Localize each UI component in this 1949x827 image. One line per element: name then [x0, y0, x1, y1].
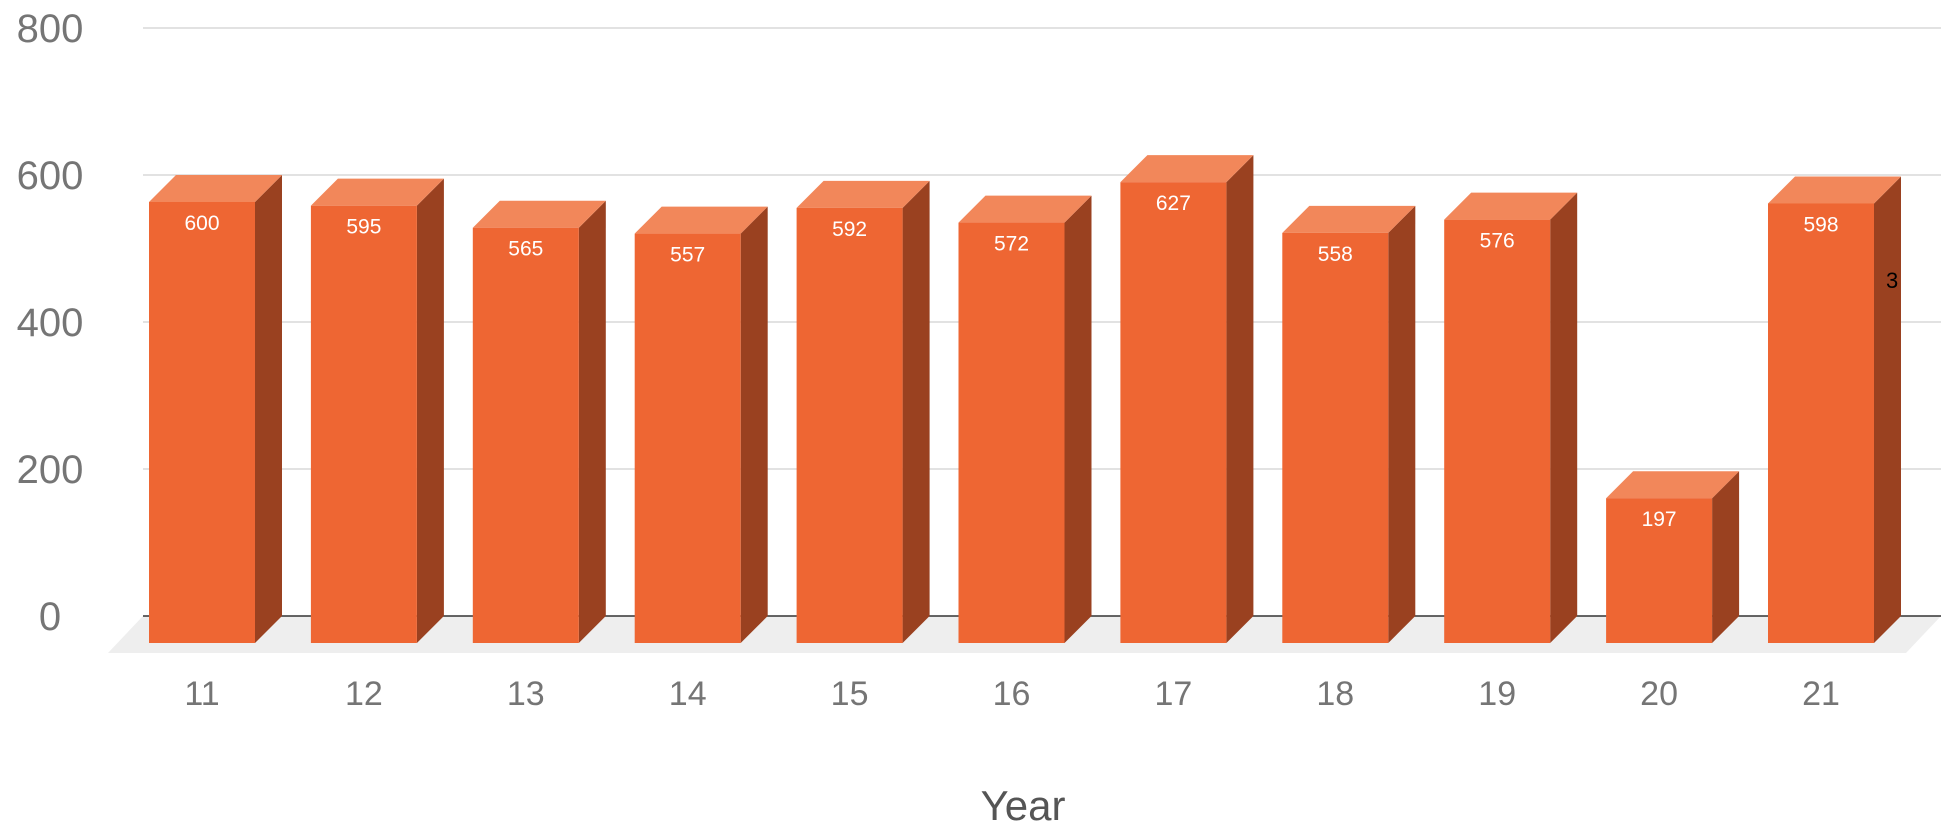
- bar-top: [1768, 176, 1901, 204]
- bar: 557: [634, 206, 768, 644]
- x-tick-label: 13: [507, 675, 545, 713]
- bar-value-label: 598: [1803, 213, 1838, 236]
- x-tick-label: 18: [1316, 675, 1354, 713]
- bar-side: [902, 180, 930, 643]
- y-tick-label: 800: [17, 7, 84, 51]
- bar-value-label: 557: [670, 244, 705, 267]
- y-tick-label: 600: [17, 154, 84, 198]
- bar-value-label: 572: [994, 233, 1029, 256]
- bar-front: [1282, 232, 1389, 643]
- y-axis-ticks: 0 200 400 600 800: [17, 7, 84, 639]
- bar-top: [149, 175, 282, 202]
- bar-top: [310, 178, 444, 206]
- bar-front: [472, 227, 579, 643]
- bar: 572: [958, 195, 1092, 643]
- bar: 558: [1282, 205, 1416, 643]
- y-tick-label: 0: [39, 595, 61, 639]
- bar-side: [255, 175, 282, 643]
- bar: 598: [1768, 176, 1901, 643]
- bar-front: [634, 233, 741, 644]
- y-tick-label: 200: [17, 448, 84, 492]
- bar-front: [149, 202, 255, 643]
- bar-side: [1064, 195, 1092, 643]
- bar-side: [1874, 176, 1901, 643]
- x-axis-title: Year: [981, 782, 1066, 827]
- bar-side: [1226, 155, 1254, 643]
- bar-side: [578, 200, 606, 643]
- bar: 197: [1606, 471, 1740, 643]
- bar-top: [958, 195, 1092, 223]
- bar: 595: [310, 178, 444, 644]
- bar-value-label: 565: [508, 238, 543, 261]
- annotation-label: 3: [1886, 268, 1898, 293]
- x-tick-label: 12: [345, 675, 383, 713]
- bar-front: [1120, 182, 1227, 643]
- bar-top: [1606, 471, 1740, 499]
- x-tick-label: 16: [993, 675, 1031, 713]
- bar-front: [958, 222, 1065, 643]
- bar-value-label: 197: [1642, 508, 1677, 531]
- y-tick-label: 400: [17, 301, 84, 345]
- bar-side: [740, 206, 768, 644]
- bar-value-label: 600: [184, 212, 219, 235]
- x-tick-label: 17: [1154, 675, 1192, 713]
- x-axis-ticks: 11 12 13 14 15 16 17 18 19 20 21: [184, 675, 1840, 713]
- bar-top: [1120, 155, 1254, 183]
- bar-top: [1444, 192, 1578, 220]
- bar-side: [1550, 192, 1578, 643]
- x-tick-label: 15: [831, 675, 869, 713]
- bar-front: [1444, 219, 1551, 643]
- bar-side: [1388, 205, 1416, 643]
- bar-value-label: 576: [1480, 230, 1515, 253]
- bar-value-label: 595: [346, 216, 381, 239]
- bar: 600: [149, 175, 282, 643]
- x-tick-label: 21: [1802, 675, 1840, 713]
- bar-front: [310, 205, 417, 644]
- bar-front: [796, 207, 903, 643]
- bar: 592: [796, 180, 930, 643]
- x-tick-label: 20: [1640, 675, 1678, 713]
- x-tick-label: 14: [669, 675, 707, 713]
- x-tick-label: 19: [1478, 675, 1516, 713]
- bar-top: [472, 200, 606, 228]
- bar-top: [796, 180, 930, 208]
- bar-side: [416, 178, 444, 644]
- bar-front: [1606, 498, 1713, 643]
- bars: 600 595 565 557 592 572 627 558 576 197 598: [149, 155, 1901, 644]
- bar-value-label: 592: [832, 218, 867, 241]
- bar-side: [1712, 471, 1740, 643]
- bar-value-label: 558: [1318, 243, 1353, 266]
- bar: 576: [1444, 192, 1578, 643]
- x-tick-label: 11: [184, 675, 219, 713]
- bar-front: [1768, 203, 1874, 643]
- bar-value-label: 627: [1156, 192, 1191, 215]
- bar-top: [1282, 205, 1416, 233]
- bar-top: [634, 206, 768, 234]
- bar: 627: [1120, 155, 1254, 643]
- bar: 565: [472, 200, 606, 643]
